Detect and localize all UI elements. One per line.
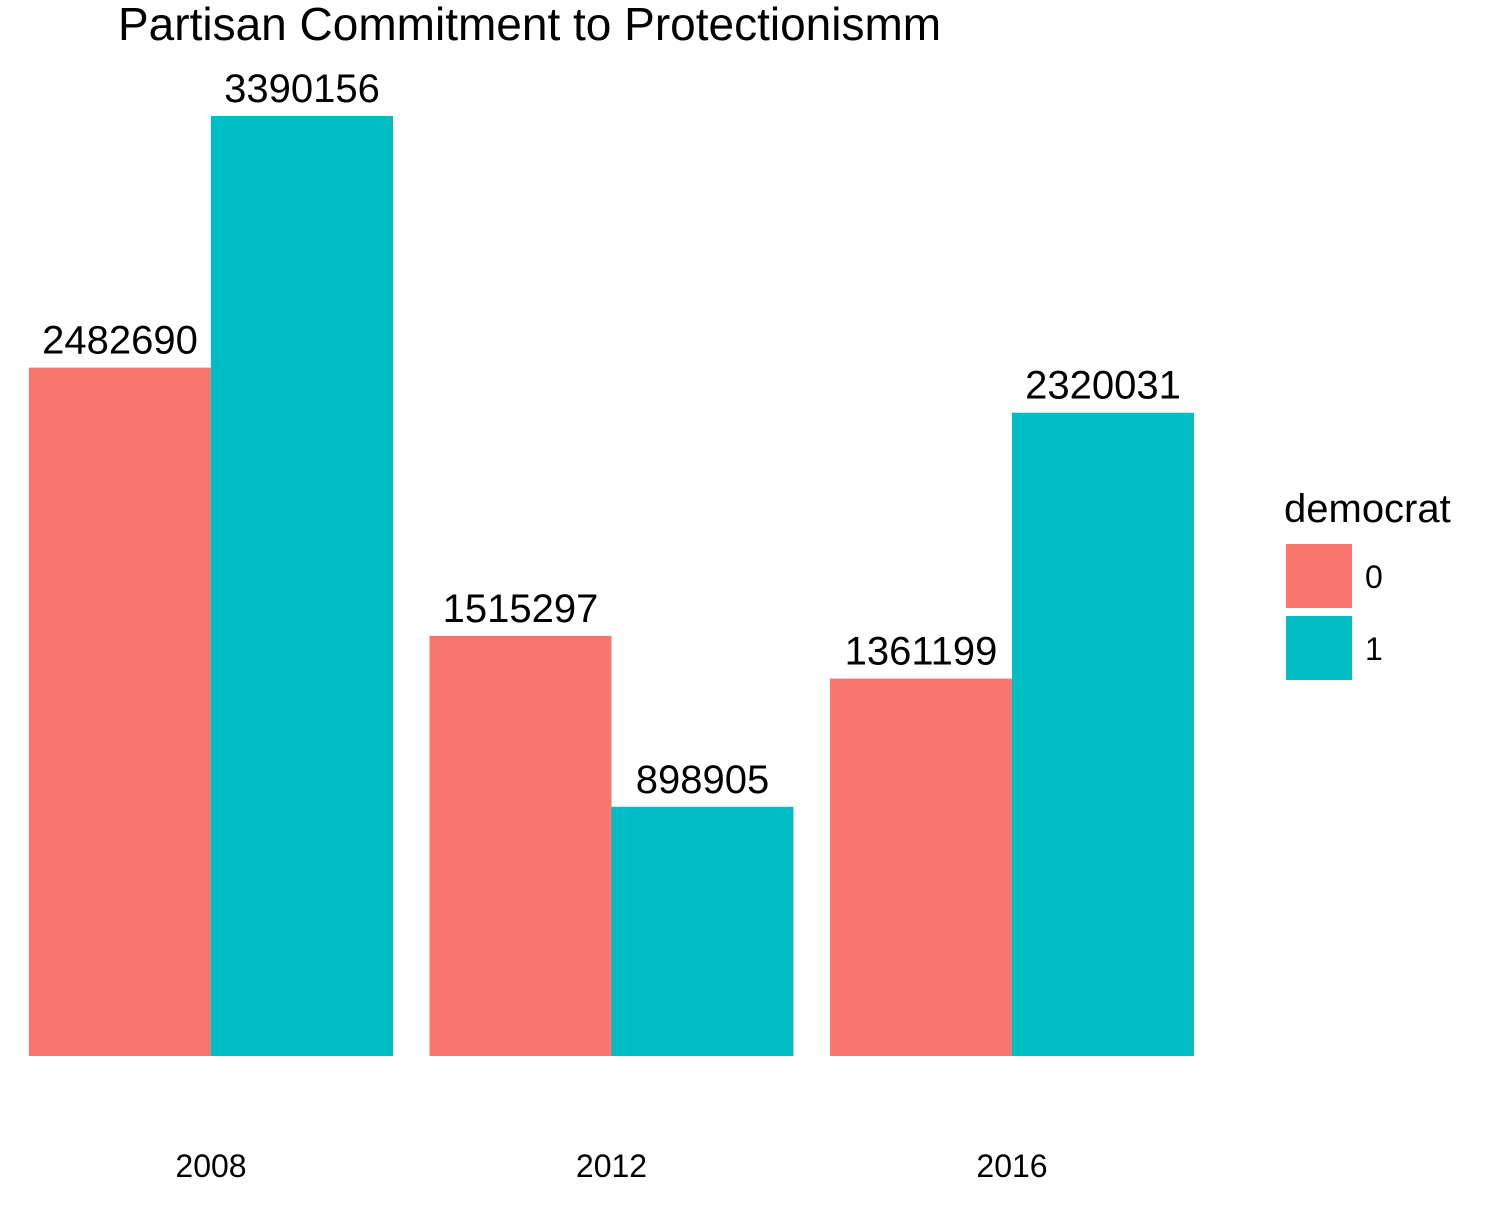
x-axis-ticks: 2008 2012 2016	[175, 1148, 1047, 1184]
x-tick-label-2008: 2008	[175, 1148, 246, 1184]
data-labels-layer: 2482690 3390156 1515297 898905 1361199 232003…	[42, 67, 1181, 802]
bar-2008-series-0	[29, 367, 211, 1056]
bars-layer	[29, 116, 1194, 1056]
data-label-2008-series-0: 2482690	[42, 319, 198, 363]
bar-2012-series-1	[611, 806, 794, 1056]
data-label-2016-series-1: 2320031	[1025, 364, 1181, 408]
legend-key-0	[1286, 544, 1352, 608]
data-label-2016-series-0: 1361199	[845, 630, 998, 674]
data-label-2012-series-0: 1515297	[443, 587, 599, 631]
bar-2016-series-0	[830, 678, 1012, 1056]
legend-key-1	[1286, 616, 1352, 680]
legend: democrat 0 1	[1284, 487, 1451, 680]
bar-2008-series-1	[211, 116, 393, 1056]
bar-2016-series-1	[1012, 412, 1194, 1056]
x-tick-label-2012: 2012	[576, 1148, 647, 1184]
legend-title: democrat	[1284, 487, 1451, 531]
data-label-2012-series-1: 898905	[636, 758, 769, 802]
x-tick-label-2016: 2016	[976, 1148, 1047, 1184]
data-label-2008-series-1: 3390156	[224, 67, 380, 111]
chart-title: Partisan Commitment to Protectionismm	[118, 0, 941, 50]
legend-label-1: 1	[1365, 631, 1383, 667]
legend-label-0: 0	[1365, 559, 1383, 595]
bar-2012-series-0	[429, 635, 612, 1056]
